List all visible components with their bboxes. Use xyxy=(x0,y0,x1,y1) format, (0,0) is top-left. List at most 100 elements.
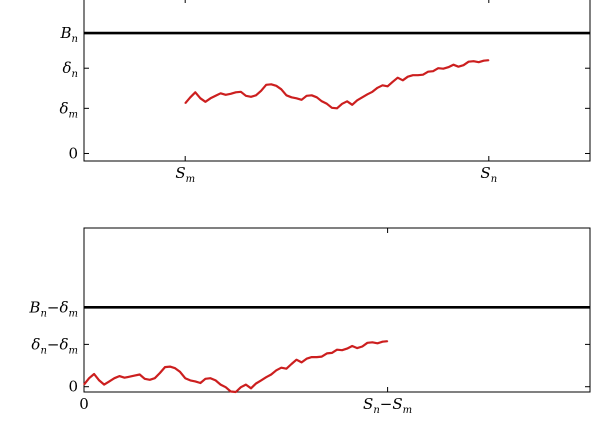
data-point xyxy=(214,379,217,381)
data-point xyxy=(285,368,287,370)
data-point xyxy=(220,92,222,94)
data-point xyxy=(189,96,191,98)
tick-label-part: −δ xyxy=(47,335,69,353)
data-point xyxy=(306,95,308,97)
data-point xyxy=(346,348,348,350)
data-point xyxy=(361,96,363,98)
tick-label-part: m xyxy=(186,174,195,185)
data-point xyxy=(199,97,201,99)
data-point xyxy=(381,84,384,86)
data-point xyxy=(290,363,293,365)
data-point xyxy=(149,379,151,381)
x-tick-label: 0 xyxy=(79,395,89,413)
data-point xyxy=(295,97,298,99)
data-point xyxy=(154,377,156,379)
data-point xyxy=(189,379,191,381)
data-point xyxy=(270,373,272,376)
series-line xyxy=(184,59,489,110)
tick-label-part: n xyxy=(40,308,46,319)
data-point xyxy=(321,100,323,102)
data-point xyxy=(220,383,222,386)
data-point xyxy=(321,355,323,358)
data-point xyxy=(88,377,90,379)
data-point xyxy=(118,375,121,377)
data-point xyxy=(179,371,181,373)
plot-frame xyxy=(83,0,591,162)
tick-label-part: S xyxy=(480,164,490,182)
data-point xyxy=(230,390,232,393)
tick-label-part: n xyxy=(40,345,46,356)
data-point xyxy=(351,345,353,347)
x-tick-label: Sn xyxy=(480,164,497,185)
data-point xyxy=(174,367,176,369)
x-tick-label: Sn−Sm xyxy=(363,395,412,416)
data-point xyxy=(376,342,379,344)
data-point xyxy=(412,74,414,76)
tick-label-part: n xyxy=(373,405,379,416)
data-point xyxy=(123,377,126,379)
tick-label-part: δ xyxy=(63,59,72,77)
tick-label-part: −δ xyxy=(47,298,69,316)
data-point xyxy=(240,91,242,93)
data-point xyxy=(437,67,439,69)
data-point xyxy=(280,88,282,90)
plot-frame xyxy=(83,227,591,393)
data-point xyxy=(295,359,298,361)
y-tick-label: δn−δm xyxy=(31,335,78,356)
data-point xyxy=(351,104,353,106)
data-point xyxy=(387,85,389,87)
data-point xyxy=(356,347,358,349)
data-point xyxy=(194,380,196,383)
data-point xyxy=(134,375,136,377)
tick-label-part: S xyxy=(175,164,185,182)
data-point xyxy=(473,60,475,62)
data-point xyxy=(361,345,363,348)
data-point xyxy=(83,383,85,386)
data-point xyxy=(139,373,141,376)
data-point xyxy=(366,342,368,344)
data-point xyxy=(407,76,409,78)
data-point xyxy=(336,349,338,351)
data-point xyxy=(311,356,313,358)
tick-label-part: m xyxy=(403,405,412,416)
data-point xyxy=(467,61,470,63)
data-point xyxy=(290,96,293,98)
data-point xyxy=(311,94,313,96)
data-point xyxy=(422,74,424,76)
data-point xyxy=(397,77,399,79)
data-point xyxy=(462,64,465,66)
data-point xyxy=(280,367,282,369)
tick-label-part: δ xyxy=(31,335,40,353)
data-point xyxy=(316,356,318,358)
data-point xyxy=(128,376,131,378)
data-point xyxy=(159,372,161,374)
data-point xyxy=(204,378,207,380)
data-point xyxy=(275,369,277,371)
data-point xyxy=(230,93,232,95)
data-point xyxy=(316,96,318,98)
data-point xyxy=(265,376,267,378)
data-point xyxy=(240,386,242,388)
data-point xyxy=(250,387,252,389)
tick-label-part: n xyxy=(72,69,78,80)
data-point xyxy=(250,96,252,98)
data-point xyxy=(255,94,257,96)
data-point xyxy=(260,379,262,381)
data-point xyxy=(371,341,374,343)
y-tick-label: δm xyxy=(59,99,78,120)
tick-label-part: m xyxy=(69,308,78,319)
data-point xyxy=(245,95,247,97)
data-point xyxy=(331,352,333,354)
data-point xyxy=(204,101,207,103)
data-point xyxy=(478,61,480,63)
data-point xyxy=(300,361,303,363)
data-point xyxy=(457,66,460,68)
data-point xyxy=(164,366,166,368)
data-point xyxy=(376,87,379,89)
data-point xyxy=(341,103,343,105)
data-point xyxy=(331,107,333,109)
